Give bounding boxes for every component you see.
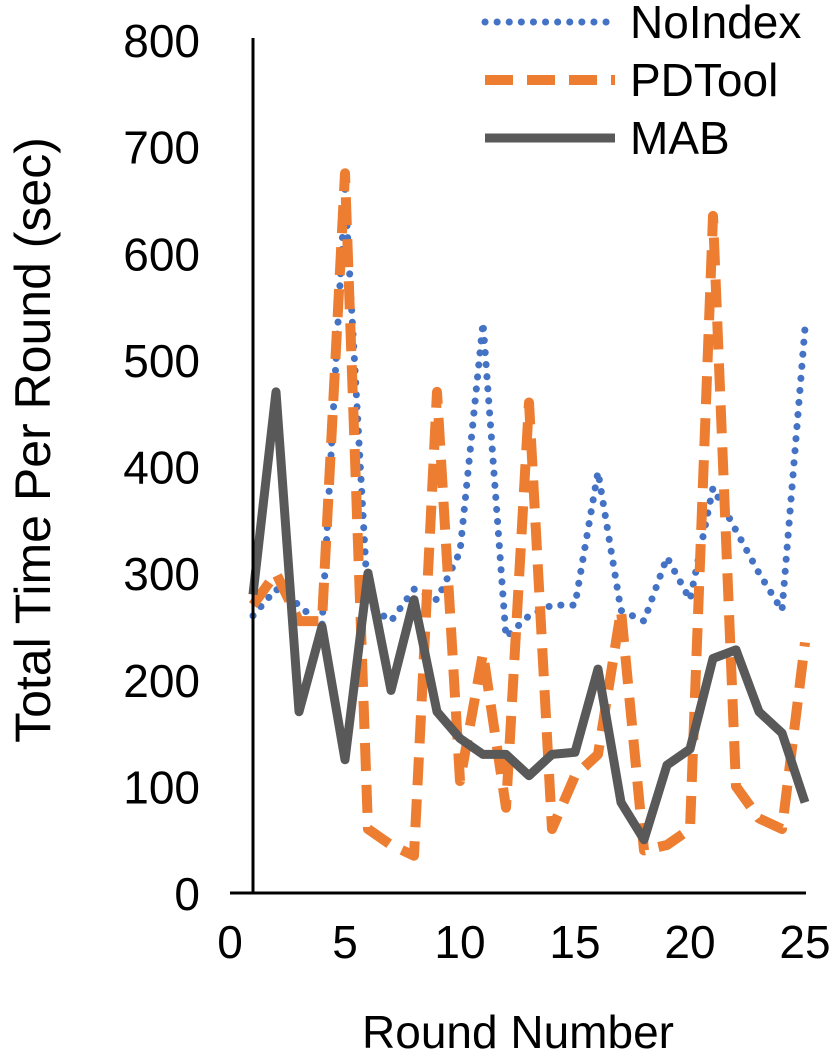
y-tick-labels: 0 100 200 300 400 500 600 700 800 <box>123 15 200 920</box>
y-tick-label: 400 <box>123 442 200 494</box>
x-tick-label: 20 <box>664 916 715 968</box>
y-tick-label: 800 <box>123 15 200 67</box>
legend-label: NoIndex <box>630 0 801 48</box>
y-tick-label: 100 <box>123 761 200 813</box>
y-tick-label: 0 <box>174 868 200 920</box>
x-tick-label: 10 <box>434 916 485 968</box>
y-tick-label: 500 <box>123 335 200 387</box>
x-tick-label: 25 <box>779 916 830 968</box>
legend-label: MAB <box>630 112 730 164</box>
y-tick-label: 200 <box>123 655 200 707</box>
series-layer <box>248 168 810 861</box>
y-tick-label: 700 <box>123 122 200 174</box>
y-tick-label: 600 <box>123 228 200 280</box>
x-axis-label: Round Number <box>362 1006 674 1056</box>
x-tick-labels: 0 5 10 15 20 25 <box>217 916 830 968</box>
x-tick-label: 5 <box>332 916 358 968</box>
series-line-pdtool <box>248 168 810 861</box>
y-axis-label: Total Time Per Round (sec) <box>5 137 61 743</box>
series-line-mab <box>248 387 810 845</box>
x-tick-label: 0 <box>217 916 243 968</box>
y-tick-label: 300 <box>123 548 200 600</box>
legend-label: PDTool <box>630 54 778 106</box>
x-tick-label: 15 <box>549 916 600 968</box>
legend: NoIndex PDTool MAB <box>481 0 801 164</box>
